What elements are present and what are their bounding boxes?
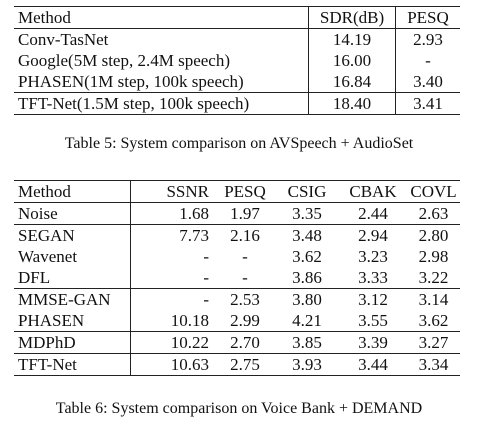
cell-ssnr: -: [203, 268, 209, 287]
cell-covl: 3.34: [407, 353, 460, 376]
cell-cbak: 3.33: [358, 268, 388, 287]
cell-pesq: 1.97: [230, 204, 260, 223]
cell-covl: 3.27: [407, 331, 460, 354]
cell-cbak: 3.44: [339, 353, 407, 376]
cell-method: TFT-Net: [14, 353, 131, 376]
table-6: Method SSNR PESQ CSIG CBAK COVL Noise 1.…: [14, 180, 460, 376]
table-row: MDPhD 10.22 2.70 3.85 3.39 3.27: [14, 331, 460, 354]
table-row: PHASEN(1M step, 100k speech) 16.84 3.40: [14, 71, 460, 93]
cell-csig: 3.62: [292, 247, 322, 266]
cell-method: Noise: [14, 202, 131, 225]
cell-sdr: 18.40: [308, 92, 396, 115]
cell-covl: 2.63: [418, 204, 449, 223]
table-row: DFL - - 3.86 3.33 3.22: [14, 267, 460, 289]
table-row: PHASEN 10.18 2.99 4.21 3.55 3.62: [14, 310, 460, 332]
cell-ssnr: 10.18: [170, 311, 209, 330]
cell-pesq: -: [242, 247, 248, 266]
cell-csig: 3.35: [292, 204, 322, 223]
cell-ssnr: 7.73: [130, 224, 215, 246]
cell-pesq: -: [425, 51, 431, 70]
cell-method: TFT-Net(1.5M step, 100k speech): [14, 92, 309, 115]
cell-ssnr: -: [130, 288, 215, 310]
cell-pesq: 2.99: [230, 311, 260, 330]
cell-covl: 2.98: [418, 247, 449, 266]
table-row: MMSE-GAN - 2.53 3.80 3.12 3.14: [14, 288, 460, 310]
cell-csig: 3.86: [292, 268, 322, 287]
cell-method: MMSE-GAN: [14, 288, 131, 310]
header-cbak: CBAK: [349, 182, 397, 201]
header-method: Method: [14, 6, 309, 29]
table-row: Wavenet - - 3.62 3.23 2.98: [14, 246, 460, 267]
cell-method: MDPhD: [14, 331, 131, 354]
cell-pesq: 2.75: [215, 353, 275, 376]
cell-csig: 3.85: [275, 331, 339, 354]
table-row: TFT-Net 10.63 2.75 3.93 3.44 3.34: [14, 353, 460, 376]
cell-cbak: 3.12: [339, 288, 407, 310]
table-row: Noise 1.68 1.97 3.35 2.44 2.63: [14, 202, 460, 225]
table-row: TFT-Net(1.5M step, 100k speech) 18.40 3.…: [14, 92, 460, 115]
table-header-row: Method SSNR PESQ CSIG CBAK COVL: [14, 180, 460, 203]
cell-method: Wavenet: [14, 246, 131, 267]
cell-pesq: 3.41: [395, 92, 460, 115]
header-sdr: SDR(dB): [308, 6, 396, 29]
cell-cbak: 3.23: [358, 247, 388, 266]
table-5-caption: Table 5: System comparison on AVSpeech +…: [64, 135, 414, 152]
cell-ssnr: 1.68: [179, 204, 209, 223]
table-header-row: Method SDR(dB) PESQ: [14, 6, 460, 29]
cell-csig: 3.93: [275, 353, 339, 376]
cell-covl: 3.22: [418, 268, 449, 287]
cell-method: Conv-TasNet: [14, 28, 309, 50]
cell-pesq: 2.93: [413, 30, 443, 49]
cell-ssnr: -: [203, 247, 209, 266]
cell-pesq: -: [242, 268, 248, 287]
cell-method: SEGAN: [14, 224, 131, 246]
table-row: Conv-TasNet 14.19 2.93: [14, 28, 460, 50]
cell-covl: 3.14: [407, 288, 460, 310]
cell-pesq: 3.40: [413, 72, 443, 91]
cell-covl: 2.80: [407, 224, 460, 246]
header-csig: CSIG: [287, 182, 327, 201]
cell-cbak: 3.55: [358, 311, 388, 330]
cell-cbak: 2.94: [339, 224, 407, 246]
cell-pesq: 2.70: [215, 331, 275, 354]
cell-pesq: 2.53: [215, 288, 275, 310]
table-6-caption: Table 6: System comparison on Voice Bank…: [55, 400, 423, 417]
header-method: Method: [14, 180, 131, 203]
header-covl: COVL: [410, 182, 457, 201]
cell-csig: 4.21: [292, 311, 322, 330]
header-ssnr: SSNR: [166, 182, 209, 201]
header-pesq: PESQ: [224, 182, 266, 201]
cell-ssnr: 10.63: [130, 353, 215, 376]
cell-sdr: 16.84: [308, 71, 396, 93]
cell-cbak: 3.39: [339, 331, 407, 354]
table-row: Google(5M step, 2.4M speech) 16.00 -: [14, 50, 460, 71]
table-row: SEGAN 7.73 2.16 3.48 2.94 2.80: [14, 224, 460, 246]
cell-method: PHASEN(1M step, 100k speech): [14, 71, 309, 93]
cell-method: Google(5M step, 2.4M speech): [14, 50, 309, 71]
cell-sdr: 16.00: [308, 50, 396, 71]
cell-method: PHASEN: [14, 310, 131, 332]
cell-covl: 3.62: [418, 311, 449, 330]
cell-csig: 3.80: [275, 288, 339, 310]
cell-method: DFL: [14, 267, 131, 289]
cell-cbak: 2.44: [358, 204, 388, 223]
cell-pesq: 2.16: [215, 224, 275, 246]
cell-ssnr: 10.22: [130, 331, 215, 354]
table-5: Method SDR(dB) PESQ Conv-TasNet 14.19 2.…: [14, 6, 460, 115]
cell-csig: 3.48: [275, 224, 339, 246]
header-pesq: PESQ: [407, 8, 449, 27]
cell-sdr: 14.19: [308, 28, 396, 50]
